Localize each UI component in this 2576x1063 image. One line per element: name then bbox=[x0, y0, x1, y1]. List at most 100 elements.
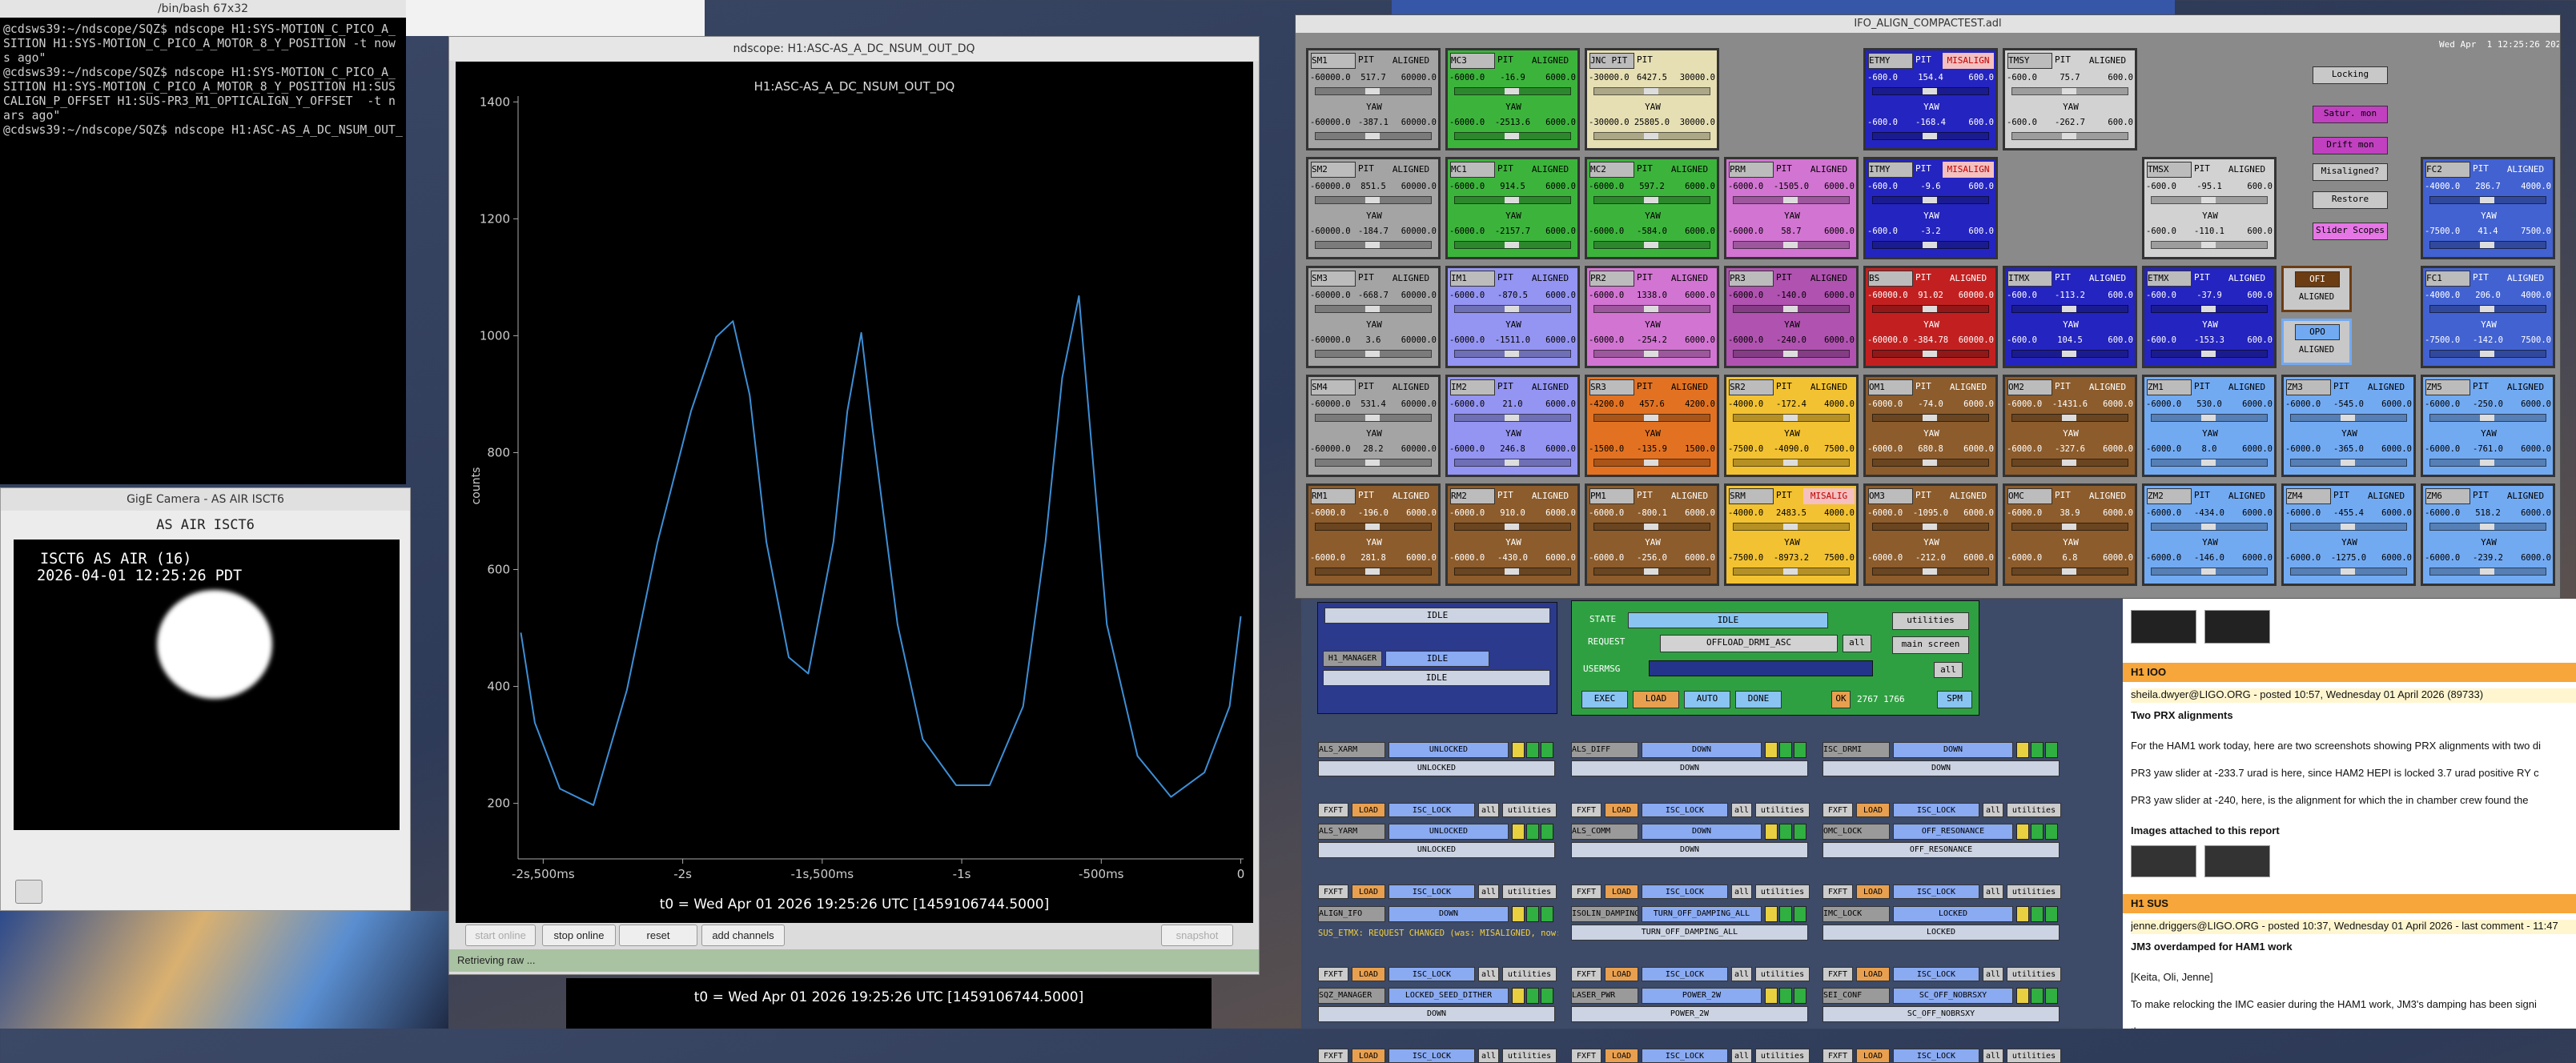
slider[interactable] bbox=[1315, 350, 1432, 358]
slider[interactable] bbox=[2429, 459, 2546, 467]
footer-button[interactable]: utilities bbox=[1502, 1049, 1557, 1063]
slider[interactable] bbox=[1315, 132, 1432, 140]
slider[interactable] bbox=[1733, 523, 1850, 531]
optic-button[interactable]: TMSY bbox=[2007, 53, 2052, 69]
footer-button[interactable]: ISC_LOCK bbox=[1642, 967, 1728, 981]
slider[interactable] bbox=[1593, 305, 1710, 313]
node-name[interactable]: H1_MANAGER bbox=[1323, 651, 1382, 667]
request-bar[interactable]: DOWN bbox=[1318, 1006, 1555, 1022]
slider[interactable] bbox=[1454, 132, 1571, 140]
node-name[interactable]: ISOLIN_DAMPING bbox=[1571, 906, 1638, 922]
slider[interactable] bbox=[1872, 196, 1989, 204]
slider[interactable] bbox=[1454, 87, 1571, 95]
medm-button[interactable]: Locking bbox=[2313, 66, 2388, 84]
slider[interactable] bbox=[1593, 241, 1710, 249]
footer-button[interactable]: ISC_LOCK bbox=[1388, 967, 1475, 981]
slider[interactable] bbox=[2151, 305, 2268, 313]
slider[interactable] bbox=[1454, 414, 1571, 422]
request-bar[interactable]: DOWN bbox=[1571, 760, 1808, 776]
footer-button[interactable]: all bbox=[1983, 1049, 2003, 1063]
slider[interactable] bbox=[1315, 305, 1432, 313]
slider[interactable] bbox=[1733, 568, 1850, 576]
optic-button[interactable]: SM1 bbox=[1311, 53, 1356, 69]
footer-button[interactable]: ISC_LOCK bbox=[1388, 803, 1475, 817]
optic-button[interactable]: SM4 bbox=[1311, 379, 1356, 395]
slider[interactable] bbox=[2011, 350, 2128, 358]
footer-button[interactable]: LOAD bbox=[1856, 803, 1890, 817]
mode-button[interactable]: OK bbox=[1831, 691, 1851, 708]
request-bar[interactable]: POWER_2W bbox=[1571, 1006, 1808, 1022]
slider[interactable] bbox=[1872, 87, 1989, 95]
slider[interactable] bbox=[2429, 350, 2546, 358]
footer-button[interactable]: all bbox=[1478, 803, 1499, 817]
footer-button[interactable]: ISC_LOCK bbox=[1388, 1049, 1475, 1063]
optic-button[interactable]: SRM bbox=[1729, 488, 1774, 504]
footer-button[interactable]: LOAD bbox=[1605, 884, 1638, 899]
footer-button[interactable]: utilities bbox=[2007, 967, 2061, 981]
request-menu[interactable]: OFFLOAD_DRMI_ASC bbox=[1660, 635, 1838, 652]
slider[interactable] bbox=[1593, 196, 1710, 204]
footer-button[interactable]: utilities bbox=[1755, 803, 1810, 817]
slider[interactable] bbox=[1872, 350, 1989, 358]
footer-button[interactable]: ISC_LOCK bbox=[1642, 803, 1728, 817]
footer-button[interactable]: FXFT bbox=[1822, 967, 1853, 981]
optic-button[interactable]: OM3 bbox=[1868, 488, 1913, 504]
optic-button[interactable]: PR3 bbox=[1729, 271, 1774, 287]
optic-button[interactable]: FC2 bbox=[2425, 162, 2470, 178]
footer-button[interactable]: all bbox=[1731, 967, 1752, 981]
node-name[interactable]: IMC_LOCK bbox=[1822, 906, 1890, 922]
footer-button[interactable]: utilities bbox=[2007, 803, 2061, 817]
slider[interactable] bbox=[2429, 241, 2546, 249]
slider[interactable] bbox=[2151, 414, 2268, 422]
slider[interactable] bbox=[2151, 523, 2268, 531]
slider[interactable] bbox=[1315, 568, 1432, 576]
all-button[interactable]: all bbox=[1934, 662, 1963, 678]
node-name[interactable]: LASER_PWR bbox=[1571, 988, 1638, 1004]
medm-button[interactable]: Restore bbox=[2313, 191, 2388, 209]
slider[interactable] bbox=[2151, 350, 2268, 358]
request-bar[interactable]: TURN_OFF_DAMPING_ALL bbox=[1571, 925, 1808, 941]
optic-button[interactable]: SM2 bbox=[1311, 162, 1356, 178]
optic-button[interactable]: ZM4 bbox=[2286, 488, 2331, 504]
slider[interactable] bbox=[2429, 523, 2546, 531]
slider[interactable] bbox=[1454, 196, 1571, 204]
slider[interactable] bbox=[1593, 87, 1710, 95]
optic-button[interactable]: ITMX bbox=[2007, 271, 2052, 287]
footer-button[interactable]: FXFT bbox=[1822, 884, 1853, 899]
request-bar[interactable]: DOWN bbox=[1822, 760, 2060, 776]
slider[interactable] bbox=[1454, 523, 1571, 531]
optic-button[interactable]: FC1 bbox=[2425, 271, 2470, 287]
medm-button[interactable]: Slider Scopes bbox=[2313, 223, 2388, 240]
slider[interactable] bbox=[2011, 305, 2128, 313]
slider[interactable] bbox=[1872, 132, 1989, 140]
optic-button[interactable]: PM1 bbox=[1589, 488, 1634, 504]
slider[interactable] bbox=[2429, 568, 2546, 576]
medm-button[interactable]: Satur. mon bbox=[2313, 106, 2388, 123]
slider[interactable] bbox=[1593, 350, 1710, 358]
slider[interactable] bbox=[2290, 568, 2407, 576]
footer-button[interactable]: utilities bbox=[1502, 884, 1557, 899]
slider[interactable] bbox=[1593, 132, 1710, 140]
slider[interactable] bbox=[2429, 305, 2546, 313]
slider[interactable] bbox=[1454, 241, 1571, 249]
footer-button[interactable]: LOAD bbox=[1352, 1049, 1385, 1063]
footer-button[interactable]: FXFT bbox=[1822, 1049, 1853, 1063]
slider[interactable] bbox=[2151, 568, 2268, 576]
request-bar[interactable]: UNLOCKED bbox=[1318, 842, 1555, 858]
optic-button[interactable]: MC1 bbox=[1450, 162, 1495, 178]
optic-button[interactable]: BS bbox=[1868, 271, 1913, 287]
footer-button[interactable]: utilities bbox=[1502, 967, 1557, 981]
slider[interactable] bbox=[1315, 523, 1432, 531]
footer-button[interactable]: LOAD bbox=[1605, 1049, 1638, 1063]
slider[interactable] bbox=[2151, 241, 2268, 249]
footer-button[interactable]: utilities bbox=[1502, 803, 1557, 817]
slider[interactable] bbox=[2290, 523, 2407, 531]
slider[interactable] bbox=[1733, 305, 1850, 313]
slider[interactable] bbox=[1315, 459, 1432, 467]
optic-button[interactable]: OPO bbox=[2295, 324, 2340, 340]
footer-button[interactable]: utilities bbox=[2007, 1049, 2061, 1063]
footer-button[interactable]: utilities bbox=[1755, 967, 1810, 981]
footer-button[interactable]: utilities bbox=[2007, 884, 2061, 899]
node-name[interactable]: SEI_CONF bbox=[1822, 988, 1890, 1004]
slider[interactable] bbox=[2011, 132, 2128, 140]
